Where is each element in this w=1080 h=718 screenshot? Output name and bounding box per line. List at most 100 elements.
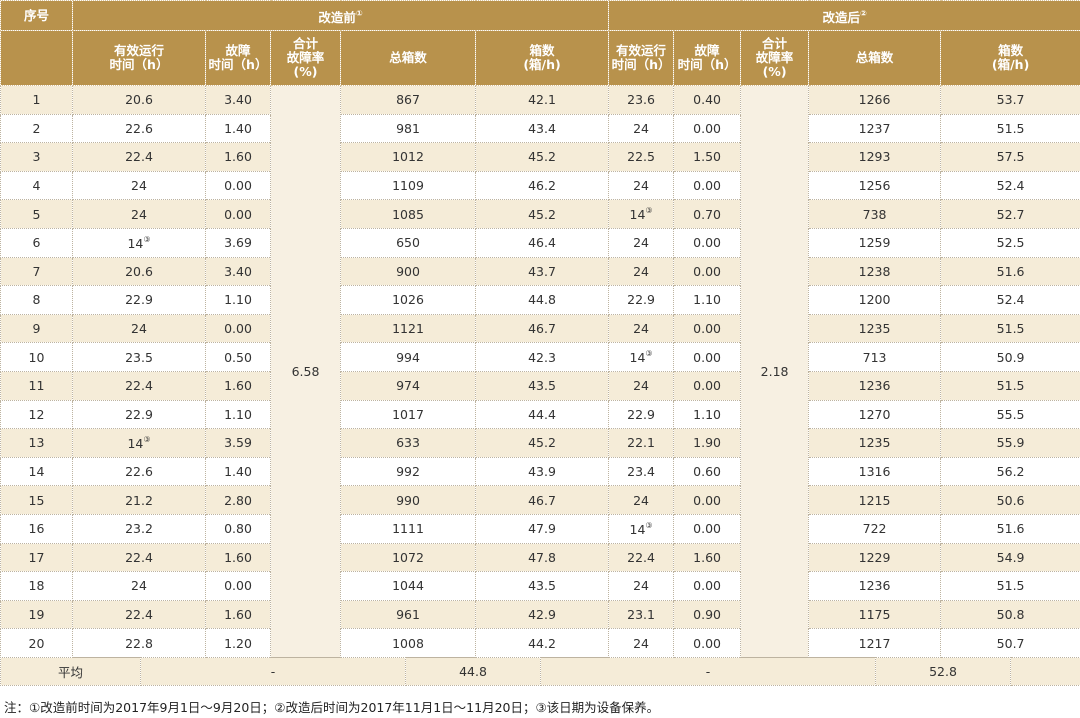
cell: 24 <box>608 628 675 658</box>
cell-text: 994 <box>396 349 420 365</box>
cell: 0.00 <box>673 370 742 401</box>
cell-text: 1237 <box>858 120 891 136</box>
cell: 24 <box>608 313 675 344</box>
cell-text: 1316 <box>858 464 891 480</box>
cell: 52.4 <box>940 170 1080 201</box>
cell: 16 <box>0 513 73 544</box>
cell-text: 20.6 <box>125 263 153 279</box>
header-line: 合计 <box>762 36 788 51</box>
cell-text: 46.4 <box>528 235 556 251</box>
superscript: ③ <box>645 349 653 359</box>
cell: 1215 <box>808 485 942 515</box>
cell-text: 1.40 <box>224 464 252 480</box>
cell: 1200 <box>808 285 942 315</box>
cell: 900 <box>340 256 476 287</box>
empty-header <box>0 30 73 86</box>
header-line: 箱数 <box>529 43 555 58</box>
cell-text: 8 <box>32 292 41 308</box>
cell: 52.4 <box>940 285 1080 315</box>
cell: 22.8 <box>72 628 206 658</box>
cell-text: 43.9 <box>528 464 556 480</box>
cell: 0.00 <box>205 199 271 229</box>
cell-text: 17 <box>28 549 45 565</box>
cell: 43.9 <box>474 456 610 487</box>
cell: 1.10 <box>673 399 742 430</box>
cell: 43.5 <box>474 571 610 601</box>
cell-text: 1.50 <box>693 149 721 165</box>
cell-text: 22.4 <box>125 378 153 394</box>
cell: 22.9 <box>608 285 675 315</box>
cell-text: 55.5 <box>996 406 1025 422</box>
cell: 20 <box>0 628 73 658</box>
cell-text: 51.5 <box>996 321 1025 337</box>
cell: 52.5 <box>940 227 1080 258</box>
column-header: 故障 时间（h） <box>205 30 271 86</box>
cell: 23.2 <box>72 513 206 544</box>
cell: 23.6 <box>608 85 675 115</box>
cell-text: 24 <box>633 378 650 394</box>
cell-text: 1.10 <box>693 406 721 422</box>
cell-text: 52.4 <box>996 292 1025 308</box>
data-row: 10 23.5 0.50 994 42.3 14③ 0.00 713 50.9 <box>0 342 1080 372</box>
cell-text: 42.3 <box>528 349 556 365</box>
cell-text: 22.8 <box>125 635 153 651</box>
header-line: 有效运行 <box>113 43 164 58</box>
cell-text: 51.5 <box>996 378 1025 394</box>
cell: 24 <box>608 227 675 258</box>
header-line: 总箱数 <box>855 50 894 65</box>
data-row: 11 22.4 1.60 974 43.5 24 0.00 1236 51.5 <box>0 370 1080 401</box>
data-row: 13 14③ 3.59 633 45.2 22.1 1.90 1235 55.9 <box>0 428 1080 458</box>
cell: 52.7 <box>940 199 1080 229</box>
cell: 0.40 <box>673 85 742 115</box>
cell: 0.70 <box>673 199 742 229</box>
cell: 13 <box>0 428 73 458</box>
cell-text: 0.00 <box>693 492 721 508</box>
cell: 6 <box>0 227 73 258</box>
cell-text: 0.00 <box>693 349 721 365</box>
cell: 974 <box>340 370 476 401</box>
cell-text: 1266 <box>858 92 891 108</box>
cell: 50.7 <box>940 628 1080 658</box>
cell: 9 <box>0 313 73 344</box>
cell: 14③ <box>608 199 675 229</box>
cell: 20.6 <box>72 85 206 115</box>
cell-text: 44.8 <box>459 664 487 679</box>
cell-text: 0.00 <box>693 120 721 136</box>
cell-text: 5 <box>32 206 41 222</box>
cell: 57.5 <box>940 142 1080 172</box>
column-header: 合计 故障率 (%) <box>740 30 810 86</box>
cell-text: 24 <box>131 178 147 194</box>
cell: 23.4 <box>608 456 675 487</box>
cell-text: 53.7 <box>996 92 1025 108</box>
cell: 1235 <box>808 313 942 344</box>
cell: 42.9 <box>474 599 610 630</box>
column-header: 箱数 (箱/h) <box>474 30 610 86</box>
table-head: 序号 改造前① 改造后② 有效运行 时间（h） 故障 时间（h） 合计 故障率 (%) 总箱数 箱数(… <box>0 0 1080 86</box>
cell-text: 1235 <box>858 435 891 451</box>
column-header: 箱数 (箱/h) <box>940 30 1080 86</box>
cell: 981 <box>340 113 476 144</box>
cell: 22.4 <box>72 370 206 401</box>
data-row: 3 22.4 1.60 1012 45.2 22.5 1.50 1293 57.5 <box>0 142 1080 172</box>
cell-text: 46.2 <box>528 178 556 194</box>
cell: 23.5 <box>72 342 206 372</box>
cell: 0.00 <box>673 113 742 144</box>
cell: 3.59 <box>205 428 271 458</box>
cell: 22.4 <box>72 542 206 573</box>
cell-text: 52.7 <box>996 206 1025 222</box>
cell-text: 1.60 <box>224 378 252 394</box>
cell-text: 2.18 <box>760 363 789 379</box>
cell: 1217 <box>808 628 942 658</box>
cell-text: 45.2 <box>528 206 556 222</box>
cell: 1111 <box>340 513 476 544</box>
cell-text: 51.6 <box>996 263 1025 279</box>
average-cell: 52.8 <box>875 657 1011 686</box>
cell-text: 1 <box>32 92 41 108</box>
header-line: 故障率 <box>755 50 794 65</box>
cell-text: 738 <box>862 206 887 222</box>
cell-text: 21.2 <box>125 492 153 508</box>
cell: 24 <box>608 571 675 601</box>
cell-text: 14 <box>28 464 45 480</box>
cell-text: 22.9 <box>627 406 655 422</box>
